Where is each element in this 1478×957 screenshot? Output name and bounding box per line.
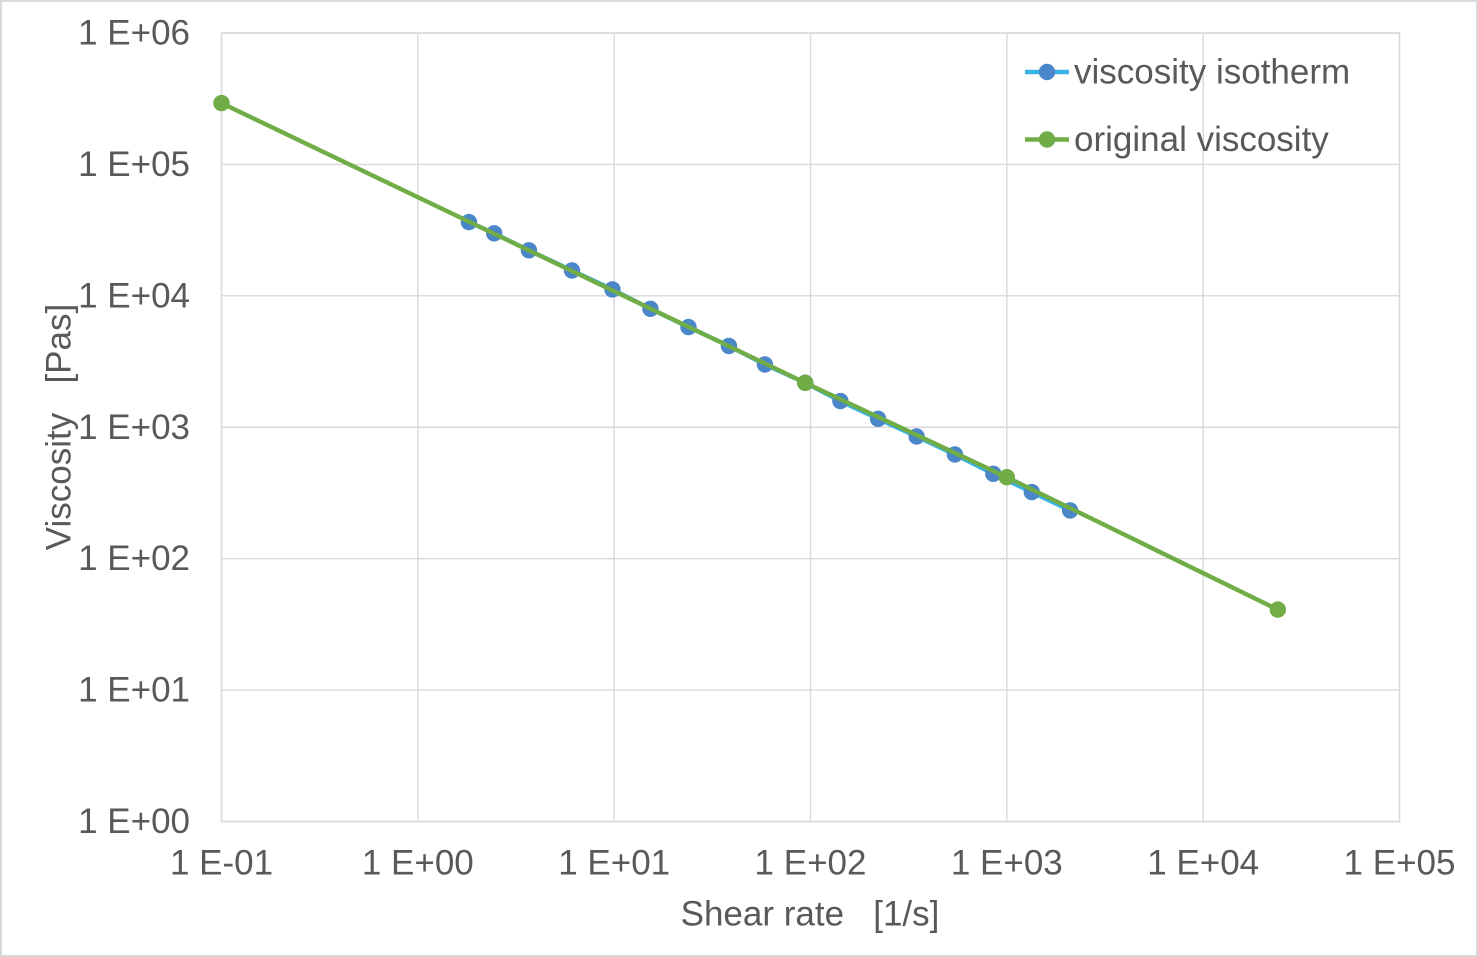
y-tick-label: 1 E+04 <box>78 276 190 315</box>
legend-item-viscosity-isotherm: viscosity isotherm <box>1025 53 1350 92</box>
marker-original-viscosity <box>1269 601 1287 618</box>
y-tick-label: 1 E+03 <box>78 408 190 447</box>
marker-original-viscosity <box>797 374 814 391</box>
series-line-original-viscosity <box>219 100 1281 612</box>
x-axis-title: Shear rate [1/s] <box>681 895 940 934</box>
y-axis-title: Viscosity [Pas] <box>40 304 79 550</box>
x-tick-label: 1 E-01 <box>170 844 273 883</box>
x-tick-label: 1 E+00 <box>362 844 474 883</box>
x-tick-label: 1 E+03 <box>951 844 1063 883</box>
x-tick-label: 1 E+05 <box>1344 844 1456 883</box>
y-tick-label: 1 E+01 <box>78 671 190 710</box>
y-tick-label: 1 E+02 <box>78 539 190 578</box>
legend-label-viscosity-isotherm: viscosity isotherm <box>1074 53 1350 92</box>
y-tick-label: 1 E+00 <box>78 802 190 841</box>
y-tick-label: 1 E+06 <box>78 14 190 53</box>
legend-item-original-viscosity: original viscosity <box>1025 120 1329 159</box>
legend-marker-dot-viscosity-isotherm <box>1038 63 1056 81</box>
x-tick-label: 1 E+04 <box>1147 844 1259 883</box>
legend-marker-dot-original-viscosity <box>1038 131 1056 148</box>
legend-label-original-viscosity: original viscosity <box>1074 120 1329 159</box>
marker-original-viscosity <box>998 469 1015 486</box>
x-tick-label: 1 E+02 <box>755 844 867 883</box>
marker-original-viscosity <box>213 94 230 112</box>
legend: viscosity isotherm original viscosity <box>1025 53 1350 159</box>
x-tick-label: 1 E+01 <box>558 844 670 883</box>
plot-area-border <box>220 32 1401 823</box>
y-tick-label: 1 E+05 <box>78 145 190 184</box>
